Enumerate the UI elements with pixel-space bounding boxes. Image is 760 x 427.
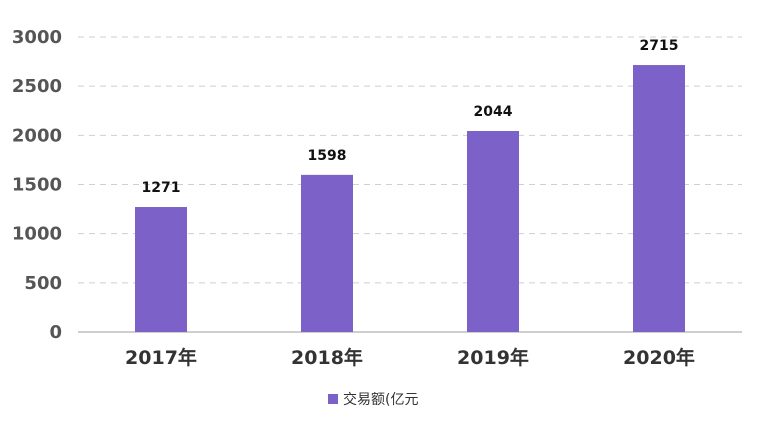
bars — [135, 65, 685, 333]
y-tick-label: 2000 — [12, 125, 62, 146]
x-category-label: 2017年 — [125, 346, 197, 369]
bar — [135, 207, 187, 332]
bar — [301, 174, 353, 332]
bar — [633, 65, 685, 333]
data-label: 2715 — [640, 38, 679, 54]
x-category-label: 2019年 — [457, 346, 529, 369]
y-tick-label: 1000 — [12, 224, 62, 245]
data-label: 2044 — [474, 104, 513, 120]
data-label: 1271 — [142, 180, 181, 196]
y-tick-label: 500 — [24, 273, 62, 294]
bar — [467, 131, 519, 332]
gridlines — [78, 36, 742, 284]
y-tick-label: 1500 — [12, 175, 62, 196]
x-axis-categories: 2017年 2018年 2019年 2020年 — [125, 346, 695, 369]
legend: 交易额(亿元 — [328, 391, 418, 408]
legend-swatch — [328, 394, 338, 404]
y-tick-label: 2500 — [12, 76, 62, 97]
x-category-label: 2018年 — [291, 346, 363, 369]
data-label: 1598 — [308, 148, 347, 164]
y-axis-ticks: 0 500 1000 1500 2000 2500 3000 — [12, 27, 62, 343]
y-tick-label: 3000 — [12, 27, 62, 48]
y-tick-label: 0 — [49, 322, 62, 343]
x-category-label: 2020年 — [623, 346, 695, 369]
data-labels: 1271 1598 2044 2715 — [142, 38, 679, 196]
legend-label: 交易额(亿元 — [343, 391, 418, 408]
